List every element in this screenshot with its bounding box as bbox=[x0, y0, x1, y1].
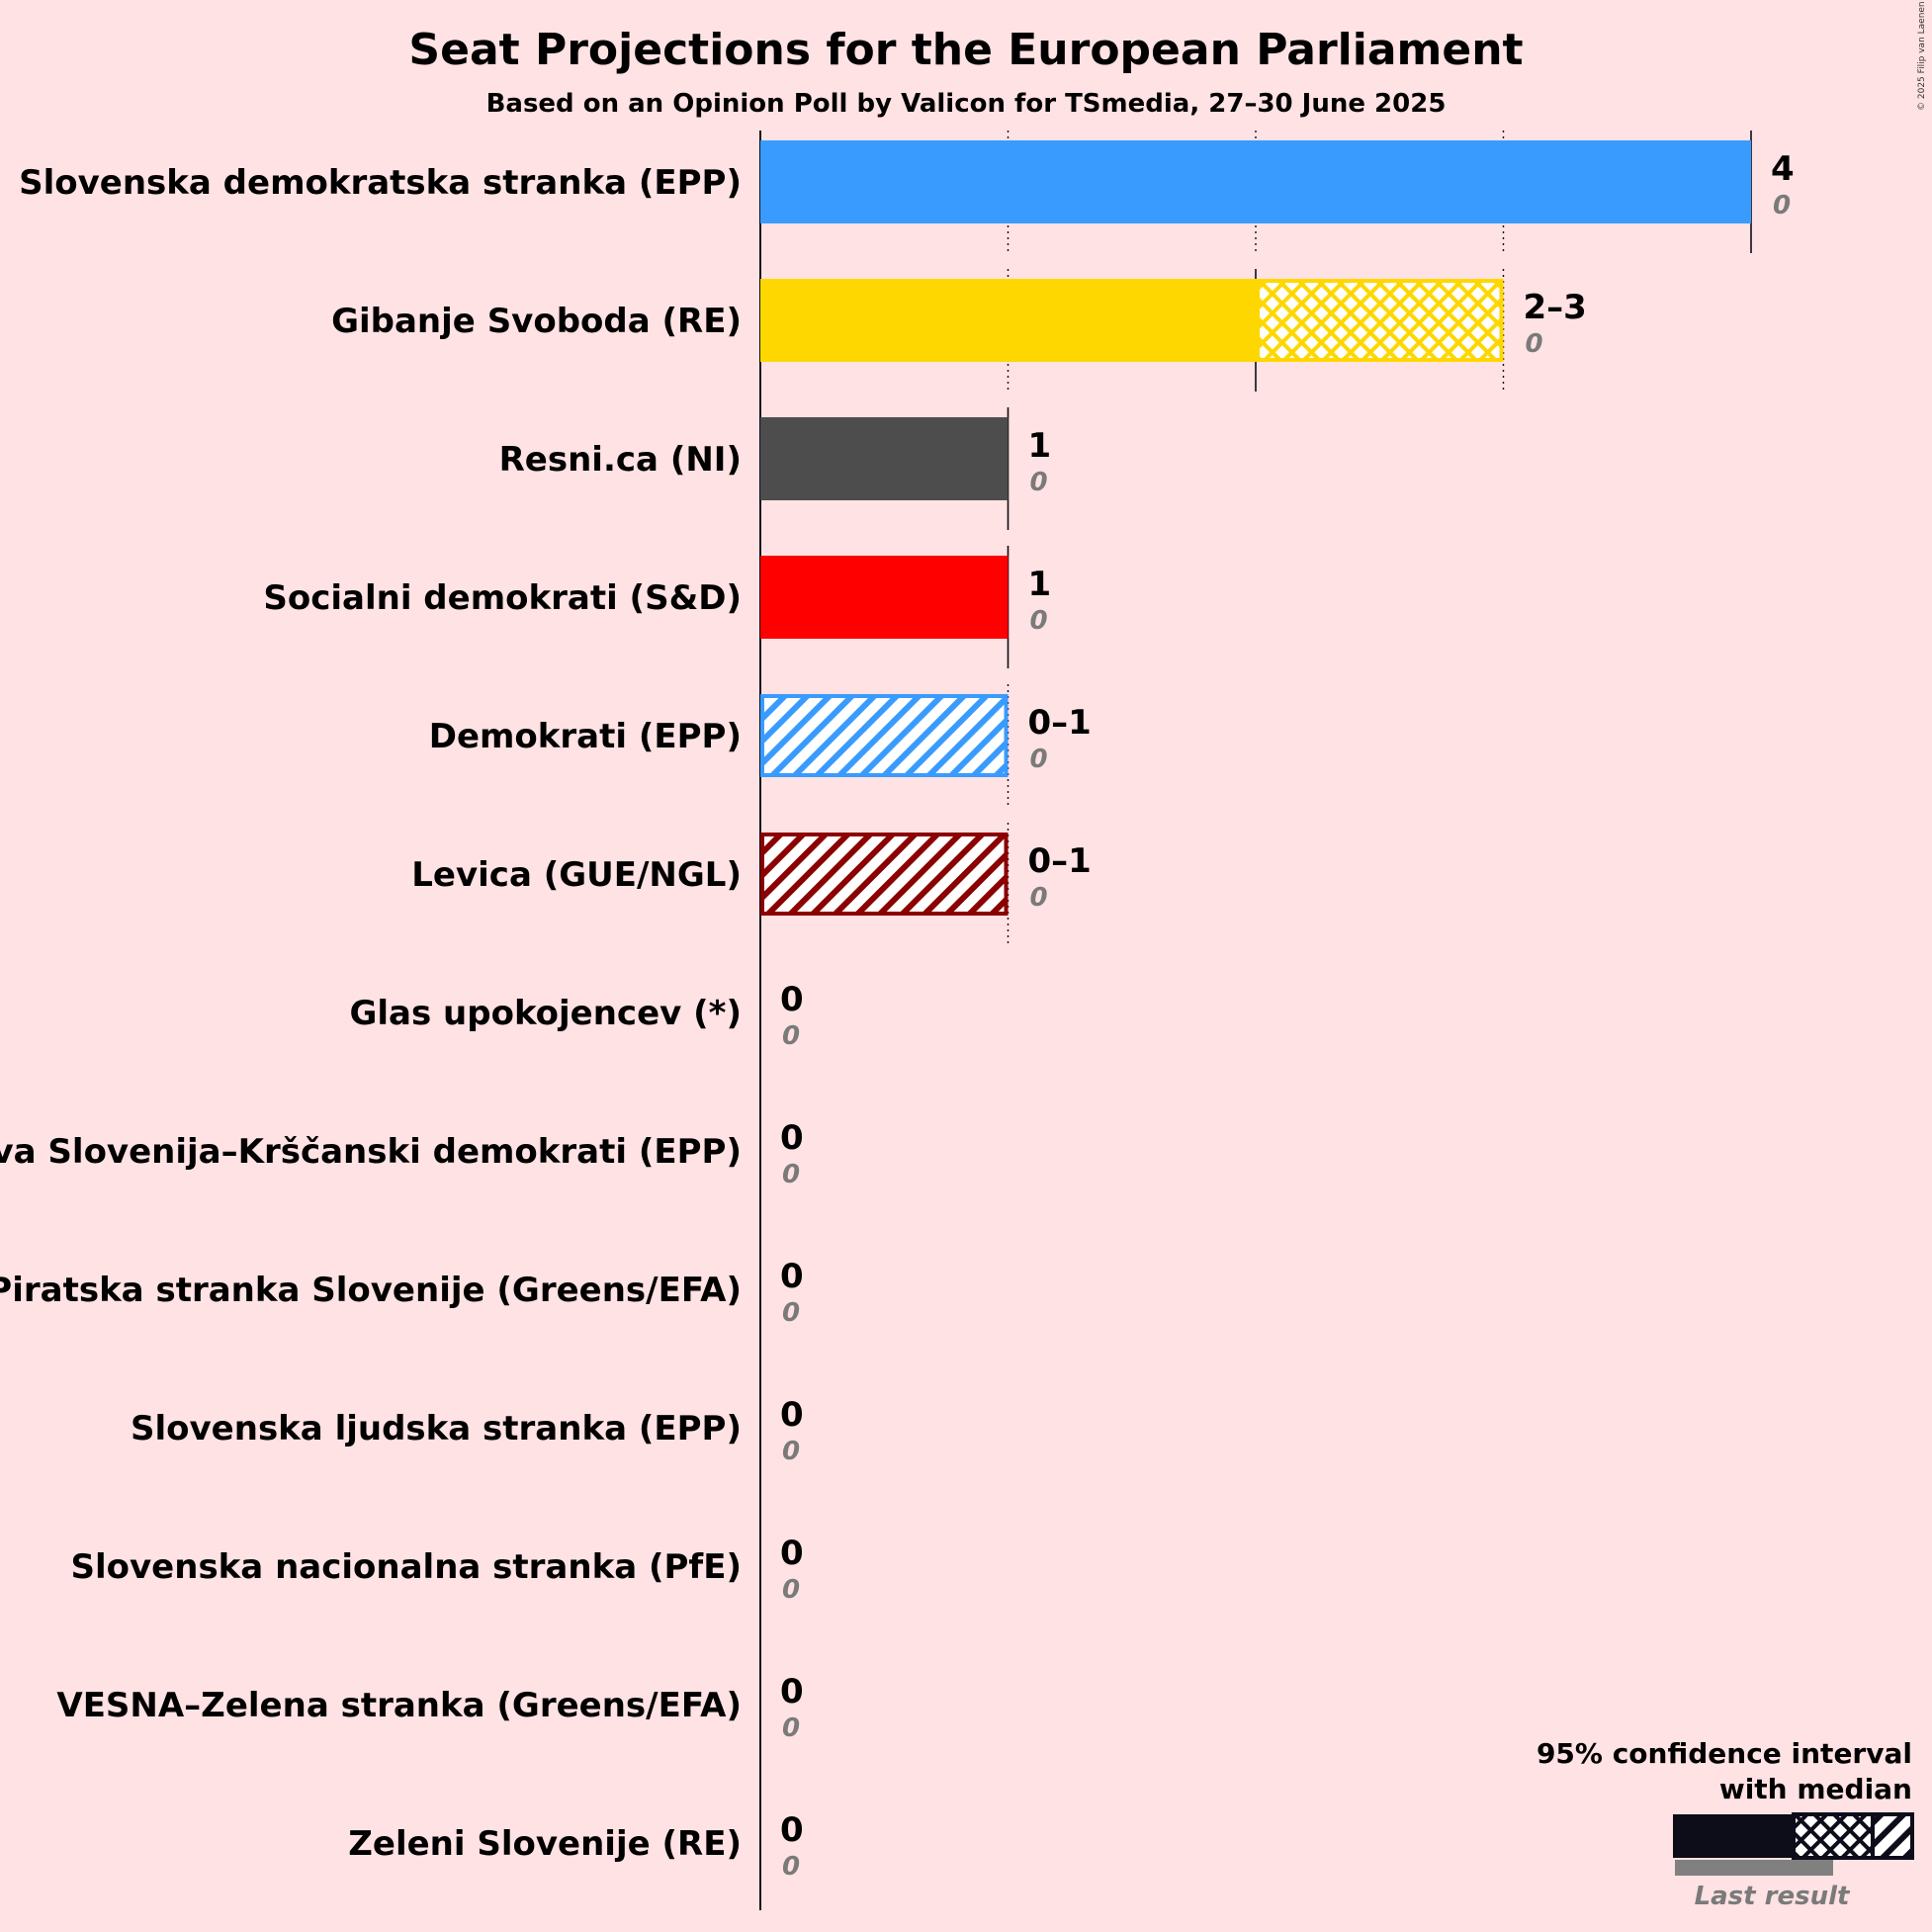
party-name: Levica (GUE/NGL) bbox=[411, 855, 742, 895]
party-name: Piratska stranka Slovenije (Greens/EFA) bbox=[0, 1271, 742, 1310]
party-name: Glas upokojencev (*) bbox=[349, 994, 742, 1033]
labels-group: Slovenska demokratska stranka (EPP) 40Gib… bbox=[0, 149, 1795, 1882]
seat-range-label: 0 bbox=[780, 1672, 804, 1712]
seat-range-label: 2–3 bbox=[1524, 288, 1587, 327]
legend-line2: with median bbox=[1719, 1773, 1912, 1805]
party-name: Nova Slovenija–Krščanski demokrati (EPP) bbox=[0, 1132, 742, 1172]
last-result-label: 0 bbox=[1030, 606, 1048, 636]
bar-confidence-interval bbox=[760, 694, 1009, 777]
last-result-label: 0 bbox=[1030, 745, 1048, 774]
bar-confidence-interval bbox=[760, 833, 1009, 916]
chart-title: Seat Projections for the European Parlia… bbox=[408, 25, 1523, 75]
bar-median bbox=[760, 556, 1009, 639]
seat-range-label: 0–1 bbox=[1028, 703, 1092, 743]
bars-group bbox=[760, 140, 1751, 916]
last-result-label: 0 bbox=[782, 1160, 800, 1189]
legend-ci-swatch bbox=[1792, 1812, 1875, 1860]
last-result-label: 0 bbox=[782, 1298, 800, 1328]
legend-line1: 95% confidence interval bbox=[1537, 1737, 1912, 1770]
seat-range-label: 1 bbox=[1028, 565, 1052, 604]
bar-median bbox=[760, 417, 1009, 500]
last-result-label: 0 bbox=[1773, 191, 1791, 220]
party-row bbox=[760, 417, 1009, 500]
bar-median bbox=[760, 140, 1751, 223]
party-row bbox=[760, 140, 1751, 223]
seat-range-label: 0 bbox=[780, 1395, 804, 1435]
seat-range-label: 0 bbox=[780, 1810, 804, 1850]
party-name: Zeleni Slovenije (RE) bbox=[348, 1824, 742, 1864]
party-name: Resni.ca (NI) bbox=[499, 440, 742, 480]
party-name: Slovenska demokratska stranka (EPP) bbox=[19, 163, 742, 203]
party-row bbox=[760, 279, 1504, 362]
last-result-label: 0 bbox=[782, 1713, 800, 1743]
last-result-label: 0 bbox=[782, 1021, 800, 1051]
bar-confidence-interval bbox=[1256, 279, 1504, 362]
seat-range-label: 0 bbox=[780, 1534, 804, 1573]
copyright-note: © 2025 Filip van Laenen bbox=[1917, 1, 1927, 111]
bar-median bbox=[760, 279, 1256, 362]
last-result-label: 0 bbox=[782, 1852, 800, 1882]
last-result-label: 0 bbox=[782, 1437, 800, 1466]
gridlines bbox=[759, 131, 1752, 1910]
chart-subtitle: Based on an Opinion Poll by Valicon for … bbox=[486, 89, 1447, 119]
legend-upper-swatch bbox=[1871, 1812, 1914, 1860]
party-name: Demokrati (EPP) bbox=[429, 717, 742, 756]
party-row bbox=[760, 694, 1009, 777]
seat-range-label: 1 bbox=[1028, 426, 1052, 466]
seat-range-label: 4 bbox=[1771, 149, 1795, 189]
party-name: Socialni demokrati (S&D) bbox=[263, 578, 742, 618]
seat-range-label: 0 bbox=[780, 1257, 804, 1296]
party-name: VESNA–Zelena stranka (Greens/EFA) bbox=[56, 1686, 742, 1725]
legend: 95% confidence interval with median Last… bbox=[1537, 1737, 1914, 1911]
last-result-label: 0 bbox=[1526, 329, 1543, 359]
seat-range-label: 0–1 bbox=[1028, 841, 1092, 881]
legend-last-result-bar bbox=[1675, 1860, 1833, 1876]
seat-range-label: 0 bbox=[780, 980, 804, 1019]
party-name: Slovenska nacionalna stranka (PfE) bbox=[71, 1547, 742, 1587]
last-result-label: 0 bbox=[1030, 468, 1048, 497]
party-name: Gibanje Svoboda (RE) bbox=[331, 302, 742, 341]
party-row bbox=[760, 556, 1009, 639]
seat-range-label: 0 bbox=[780, 1118, 804, 1158]
party-row bbox=[760, 833, 1009, 916]
legend-last-result-label: Last result bbox=[1695, 1882, 1851, 1911]
party-name: Slovenska ljudska stranka (EPP) bbox=[131, 1409, 742, 1449]
legend-median-swatch bbox=[1673, 1814, 1794, 1858]
last-result-label: 0 bbox=[782, 1575, 800, 1605]
last-result-label: 0 bbox=[1030, 883, 1048, 913]
